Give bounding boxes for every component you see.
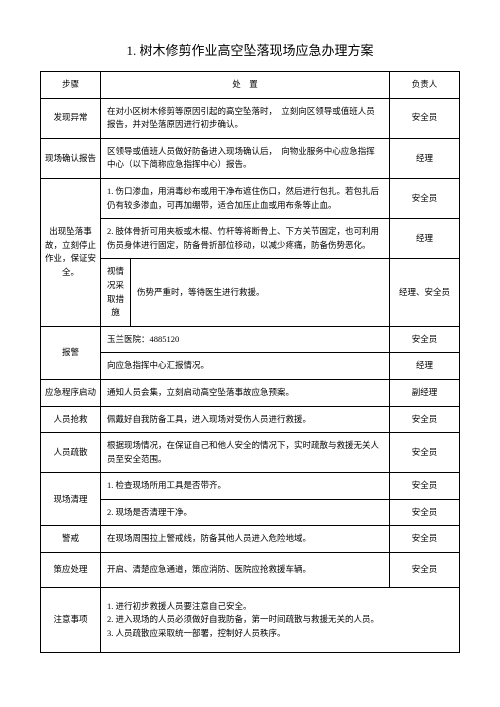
note-line: 3. 人员疏散应采取统一部署，控制好人员秩序。 xyxy=(107,627,453,641)
table-row: 2. 现场是否清理干净。 安全员 xyxy=(41,499,460,526)
table-header-row: 步骤 处 置 负责人 xyxy=(41,72,460,99)
step-cell: 人员抢救 xyxy=(41,406,101,433)
emergency-plan-table: 步骤 处 置 负责人 发现异常 在对小区树木修剪等原因引起的高空坠落时， 立刻向… xyxy=(40,71,460,653)
notes-cell: 1. 进行初步救援人员要注意自己安全。 2. 进入现场的人员必须做好自我防备，第… xyxy=(101,587,460,653)
table-row: 人员抢救 佩戴好自我防备工具，进入现场对受伤人员进行救援。 安全员 xyxy=(41,406,460,433)
person-cell: 安全员 xyxy=(390,98,460,138)
header-disposition: 处 置 xyxy=(101,72,390,99)
person-cell: 经理 xyxy=(390,219,460,259)
step-cell: 报警 xyxy=(41,326,101,379)
disp-cell: 2. 现场是否清理干净。 xyxy=(101,499,390,526)
step-cell: 警戒 xyxy=(41,526,101,553)
note-line: 2. 进入现场的人员必须做好自我防备，第一时间疏散与救援无关的人员。 xyxy=(107,613,453,627)
step-cell: 现场清理 xyxy=(41,473,101,526)
note-line: 1. 进行初步救援人员要注意自己安全。 xyxy=(107,600,453,614)
table-row: 2. 肢体骨折可用夹板或木棍、竹杆等将断骨上、下方关节固定，也可利用伤员身体进行… xyxy=(41,219,460,259)
person-cell: 安全员 xyxy=(390,499,460,526)
step-cell: 出现坠落事故，立刻停止作业，保证安全。 xyxy=(41,178,101,326)
document-title: 1. 树木修剪作业高空坠落现场应急办理方案 xyxy=(40,40,460,59)
person-cell: 安全员 xyxy=(390,406,460,433)
disp-cell: 向应急指挥中心汇报情况。 xyxy=(101,353,390,380)
person-cell: 经理 xyxy=(390,353,460,380)
disp-cell: 根据现场情况，在保证自己和他人安全的情况下，实时疏散与救援无关人员至安全范围。 xyxy=(101,433,390,473)
person-cell: 经理 xyxy=(390,138,460,178)
table-row: 注意事项 1. 进行初步救援人员要注意自己安全。 2. 进入现场的人员必须做好自… xyxy=(41,587,460,653)
table-row: 应急程序启动 通知人员会集，立刻启动高空坠落事故应急预案。 副经理 xyxy=(41,379,460,406)
header-step: 步骤 xyxy=(41,72,101,99)
table-row: 发现异常 在对小区树木修剪等原因引起的高空坠落时， 立刻向区领导或值班人员报告，… xyxy=(41,98,460,138)
disp-cell: 1. 伤口渗血，用消毒纱布或用干净布遮住伤口，然后进行包扎。若包扎后仍有较多渗血… xyxy=(101,178,390,218)
disp-cell: 在对小区树木修剪等原因引起的高空坠落时， 立刻向区领导或值班人员报告，并对坠落原… xyxy=(101,98,390,138)
step-cell: 策应处理 xyxy=(41,553,101,588)
table-row: 策应处理 开启、清楚应急通道，策应消防、医院应抢救援车辆。 安全员 xyxy=(41,553,460,588)
person-cell: 安全员 xyxy=(390,526,460,553)
step-cell: 应急程序启动 xyxy=(41,379,101,406)
disp-cell: 佩戴好自我防备工具，进入现场对受伤人员进行救援。 xyxy=(101,406,390,433)
person-cell: 安全员 xyxy=(390,553,460,588)
disp-cell: 玉兰医院：4885120 xyxy=(101,326,390,353)
sub-label-cell: 视情况采取措施 xyxy=(101,259,131,326)
table-row: 人员疏散 根据现场情况，在保证自己和他人安全的情况下，实时疏散与救援无关人员至安… xyxy=(41,433,460,473)
person-cell: 安全员 xyxy=(390,178,460,218)
step-cell: 注意事项 xyxy=(41,587,101,653)
table-row: 向应急指挥中心汇报情况。 经理 xyxy=(41,353,460,380)
person-cell: 安全员 xyxy=(390,326,460,353)
table-row: 出现坠落事故，立刻停止作业，保证安全。 1. 伤口渗血，用消毒纱布或用干净布遮住… xyxy=(41,178,460,218)
disp-cell: 区领导或值班人员做好防备进入现场确认后， 向物业服务中心应急指挥中心（以下简称应… xyxy=(101,138,390,178)
disp-cell: 通知人员会集，立刻启动高空坠落事故应急预案。 xyxy=(101,379,390,406)
disp-cell: 1. 检查现场所用工具是否带齐。 xyxy=(101,473,390,500)
table-row: 报警 玉兰医院：4885120 安全员 xyxy=(41,326,460,353)
table-row: 现场确认报告 区领导或值班人员做好防备进入现场确认后， 向物业服务中心应急指挥中… xyxy=(41,138,460,178)
disp-cell: 2. 肢体骨折可用夹板或木棍、竹杆等将断骨上、下方关节固定，也可利用伤员身体进行… xyxy=(101,219,390,259)
step-cell: 发现异常 xyxy=(41,98,101,138)
person-cell: 安全员 xyxy=(390,433,460,473)
person-cell: 经理、安全员 xyxy=(390,259,460,326)
table-row: 现场清理 1. 检查现场所用工具是否带齐。 安全员 xyxy=(41,473,460,500)
step-cell: 人员疏散 xyxy=(41,433,101,473)
step-cell: 现场确认报告 xyxy=(41,138,101,178)
table-row: 警戒 在现场周围拉上警戒线，防备其他人员进入危险地域。 安全员 xyxy=(41,526,460,553)
table-row: 视情况采取措施 伤势严重时，等待医生进行救援。 经理、安全员 xyxy=(41,259,460,326)
person-cell: 安全员 xyxy=(390,473,460,500)
disp-cell: 在现场周围拉上警戒线，防备其他人员进入危险地域。 xyxy=(101,526,390,553)
person-cell: 副经理 xyxy=(390,379,460,406)
disp-cell: 开启、清楚应急通道，策应消防、医院应抢救援车辆。 xyxy=(101,553,390,588)
disp-cell: 伤势严重时，等待医生进行救援。 xyxy=(131,259,390,326)
header-person: 负责人 xyxy=(390,72,460,99)
